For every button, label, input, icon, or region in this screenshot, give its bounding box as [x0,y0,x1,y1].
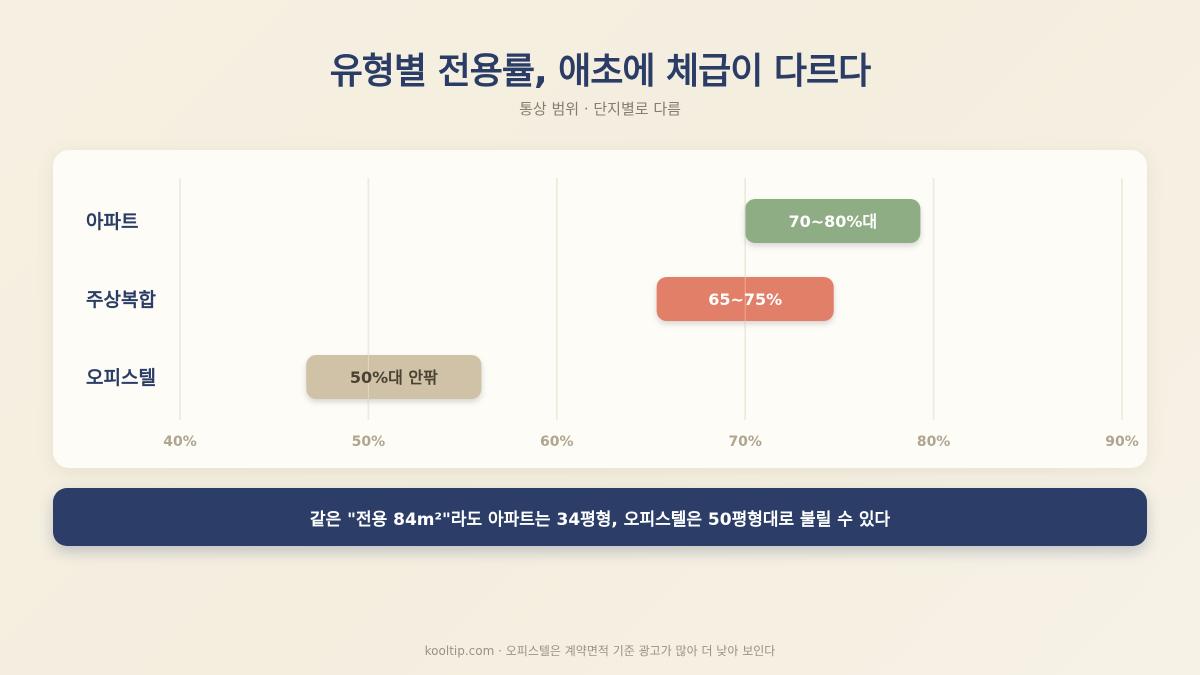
page-subtitle: 통상 범위 · 단지별로 다름 [519,100,681,118]
range-bar-2 [306,355,482,399]
x-tick-label: 60% [540,434,574,450]
range-bar-1 [656,277,834,321]
range-bar-label: 65~75% [708,290,782,309]
range-bar-chart: 40% 50% 60% 70% 80% 90% 70~80%대 아파트 65~75% 주상복합 50… [86,178,1139,450]
category-label: 아파트 [86,211,138,233]
key-insight-text: 같은 "전용 84m²"라도 아파트는 34평형, 오피스텔은 50평형대로 불… [309,509,891,530]
category-label: 오피스텔 [86,367,156,389]
range-bar-0 [745,199,921,243]
x-tick-label: 70% [728,434,762,450]
x-tick-label: 40% [163,434,197,450]
x-tick-label: 80% [917,434,951,450]
key-insight-banner: 같은 "전용 84m²"라도 아파트는 34평형, 오피스텔은 50평형대로 불… [53,488,1147,546]
page-title: 유형별 전용률, 애초에 체급이 다르다 [329,51,872,92]
x-tick-label: 90% [1105,434,1139,450]
range-bar-label: 70~80%대 [788,212,877,231]
footer-note: kooltip.com · 오피스텔은 계약면적 기준 광고가 많아 더 낮아 … [424,644,776,658]
chart-card: 40% 50% 60% 70% 80% 90% 70~80%대 아파트 65~75% 주상복합 50… [53,150,1147,468]
range-bar-label: 50%대 안팎 [350,368,438,387]
x-tick-label: 50% [352,434,386,450]
category-label: 주상복합 [86,289,156,311]
